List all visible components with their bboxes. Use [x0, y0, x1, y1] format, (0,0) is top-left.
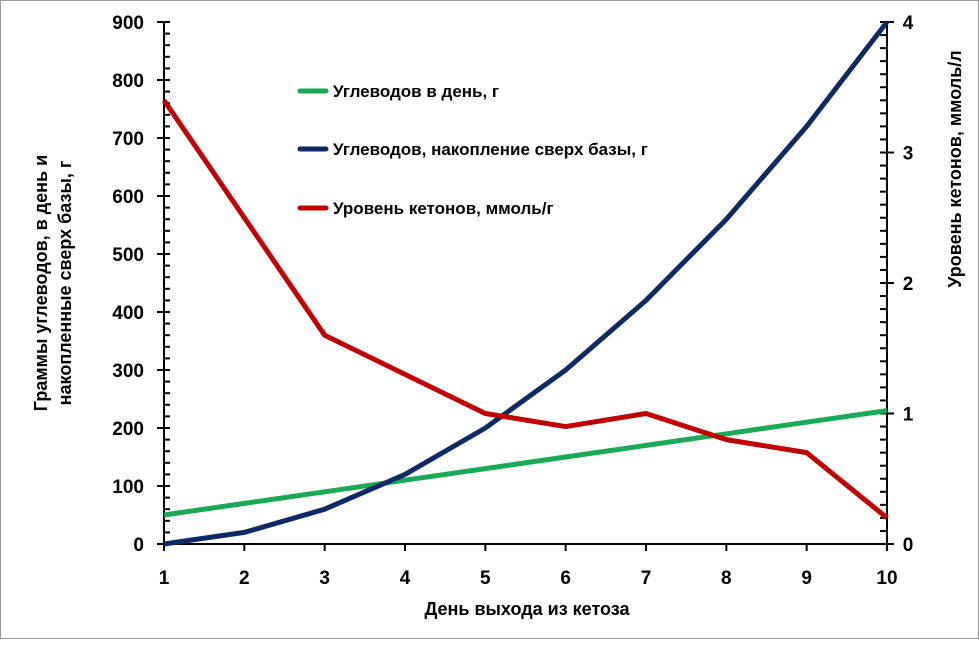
legend-label-1: Углеводов в день, г	[333, 82, 499, 101]
legend: Углеводов в день, г Углеводов, накопление…	[297, 82, 648, 218]
x-tick-label: 2	[239, 568, 250, 589]
x-tick-label: 10	[876, 568, 897, 589]
right-tick-label: 2	[903, 274, 914, 295]
left-tick-label: 900	[112, 13, 144, 34]
left-tick-label: 700	[112, 129, 144, 150]
right-tick-label: 4	[903, 13, 914, 34]
left-tick-label: 0	[133, 535, 144, 556]
legend-label-3: Уровень кетонов, ммоль/г	[333, 199, 554, 218]
left-tick-label: 800	[112, 71, 144, 92]
x-tick-label: 7	[641, 568, 652, 589]
left-tick-label: 300	[112, 361, 144, 382]
x-tick-label: 9	[801, 568, 812, 589]
right-tick-label: 0	[903, 535, 914, 556]
y-axis-title-line2: накопленные сверх базы, г	[55, 160, 75, 405]
left-tick-label: 500	[112, 245, 144, 266]
x-tick-label: 8	[721, 568, 732, 589]
right-tick-label: 3	[903, 144, 914, 165]
x-tick-label: 3	[319, 568, 330, 589]
x-tick-label: 1	[159, 568, 170, 589]
series-lines	[161, 20, 889, 547]
x-axis: 1 2 3 4 5 6 7 8 9 10	[159, 543, 898, 589]
right-y-axis: 0 1 2 3 4	[880, 13, 914, 556]
series-line-1	[163, 408, 888, 518]
right-tick-label: 1	[903, 405, 914, 426]
left-tick-label: 600	[112, 187, 144, 208]
x-axis-title: День выхода из кетоза	[424, 599, 630, 619]
x-tick-label: 5	[480, 568, 491, 589]
series-line-3	[161, 98, 889, 520]
x-tick-label: 6	[560, 568, 571, 589]
left-tick-label: 200	[112, 419, 144, 440]
series-line-2	[163, 20, 889, 547]
left-y-axis: 0 100 200 300 400 500 600 700 800 900	[112, 13, 170, 556]
left-tick-label: 100	[112, 477, 144, 498]
y-axis-title-line1: Граммы углеводов, в день и	[31, 155, 51, 411]
y2-axis-title: Уровень кетонов, ммоль/л	[945, 50, 965, 287]
x-tick-label: 4	[400, 568, 411, 589]
left-tick-label: 400	[112, 303, 144, 324]
legend-label-2: Углеводов, накопление сверх базы, г	[333, 140, 648, 159]
